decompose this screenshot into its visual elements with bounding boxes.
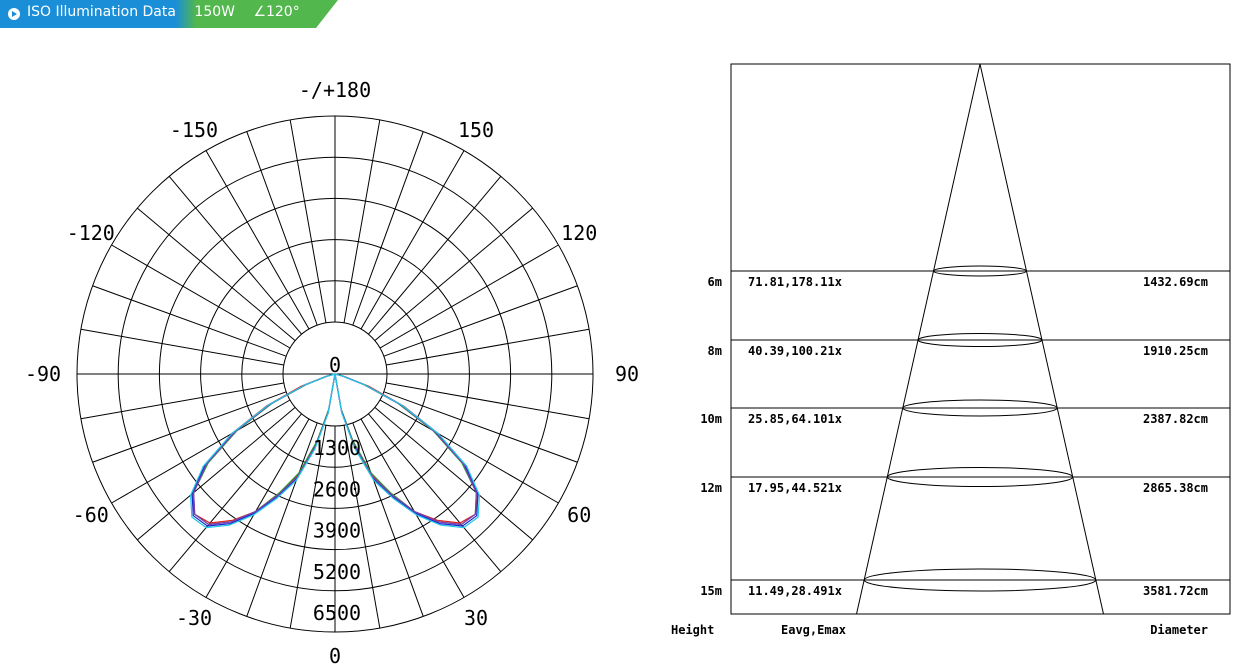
polar-angle-label: -90 — [25, 362, 61, 386]
polar-angle-label: -/+180 — [299, 78, 371, 102]
polar-angle-label: 120 — [561, 221, 597, 245]
polar-radial-tick-label: 2600 — [313, 477, 361, 501]
polar-grid-spoke — [111, 399, 291, 504]
cone-light-ellipse — [886, 467, 1074, 487]
polar-grid-spoke — [383, 285, 578, 357]
polar-series-curve-5 — [190, 373, 480, 529]
polar-grid-spoke — [379, 244, 559, 349]
header-title: ISO Illumination Data — [27, 4, 176, 20]
polar-grid-spoke — [92, 285, 287, 357]
polar-grid-spoke — [137, 207, 296, 341]
polar-grid-spoke — [352, 422, 424, 617]
cone-row-eavg-emax: 17.95,44.521x — [748, 481, 842, 495]
polar-angle-label: 0 — [329, 644, 341, 668]
polar-grid-spoke — [343, 119, 381, 323]
polar-radial-tick-label: 5200 — [313, 560, 361, 584]
polar-grid-spoke — [246, 422, 318, 617]
cone-row-diameter: 1910.25cm — [1143, 344, 1208, 358]
polar-grid-spoke — [80, 382, 284, 420]
cone-row-eavg-emax: 25.85,64.101x — [748, 412, 842, 426]
polar-angle-label: -30 — [176, 606, 212, 630]
polar-angle-label: 150 — [458, 118, 494, 142]
cone-row-height: 8m — [708, 344, 722, 358]
header-tab-background — [0, 0, 338, 28]
polar-grid-spoke — [374, 407, 533, 541]
cone-footer-diameter: Diameter — [1150, 623, 1208, 637]
polar-center-label: 0 — [329, 353, 341, 377]
cone-footer-eavg: Eavg,Emax — [781, 623, 846, 637]
cone-row-diameter: 2387.82cm — [1143, 412, 1208, 426]
cone-light-ellipse — [863, 568, 1097, 592]
cone-row-diameter: 3581.72cm — [1143, 584, 1208, 598]
header-title-group: ISO Illumination Data 150W ∠120° — [27, 4, 300, 20]
cone-row-eavg-emax: 71.81,178.11x — [748, 275, 842, 289]
cone-row-height: 10m — [700, 412, 722, 426]
cone-row-height: 6m — [708, 275, 722, 289]
polar-angle-label: -60 — [73, 503, 109, 527]
polar-grid-spoke — [360, 418, 465, 598]
polar-grid-spoke — [168, 413, 302, 572]
polar-grid-spoke — [352, 131, 424, 326]
header-tab: ISO Illumination Data 150W ∠120° — [0, 0, 338, 28]
polar-radial-tick-label: 3900 — [313, 519, 361, 543]
polar-grid-spoke — [137, 407, 296, 541]
polar-grid-spoke — [368, 176, 502, 335]
cone-row-eavg-emax: 11.49,28.491x — [748, 584, 842, 598]
polar-angle-label: -150 — [170, 118, 218, 142]
cone-frame — [730, 63, 1231, 615]
polar-grid-spoke — [379, 399, 559, 504]
polar-grid-spoke — [386, 328, 590, 366]
polar-grid-spoke — [368, 413, 502, 572]
cone-row-height: 15m — [700, 584, 722, 598]
polar-intensity-chart: -/+180 150 120 90 60 30 0 -30 -60 -90 -120 -150 0 130… — [25, 78, 639, 668]
cone-row-height: 12m — [700, 481, 722, 495]
cone-footer-height: Height — [671, 623, 714, 637]
polar-grid-spoke — [289, 119, 327, 323]
polar-grid-spoke — [246, 131, 318, 326]
cone-row-diameter: 1432.69cm — [1143, 275, 1208, 289]
polar-grid-spoke — [289, 425, 327, 629]
cone-light-ellipse — [933, 265, 1027, 277]
polar-grid-spoke — [360, 150, 465, 330]
cone-light-ellipse — [902, 399, 1058, 417]
polar-radial-tick-label: 1300 — [313, 436, 361, 460]
polar-grid-spoke — [111, 244, 291, 349]
polar-grid-spoke — [168, 176, 302, 335]
polar-grid-spoke — [383, 391, 578, 463]
polar-angle-label: 30 — [464, 606, 488, 630]
polar-grid-spoke — [205, 150, 310, 330]
polar-radial-tick-label: 6500 — [313, 601, 361, 625]
cone-light-ellipse — [917, 333, 1043, 347]
polar-grid-spoke — [80, 328, 284, 366]
polar-angle-label: 60 — [567, 503, 591, 527]
cone-row-diameter: 2865.38cm — [1143, 481, 1208, 495]
polar-grid-spoke — [386, 382, 590, 420]
polar-grid-spoke — [92, 391, 287, 463]
play-circle-icon — [8, 8, 20, 20]
header-power: 150W — [194, 4, 235, 20]
polar-grid-spoke — [374, 207, 533, 341]
polar-angle-label: 90 — [615, 362, 639, 386]
cone-row-eavg-emax: 40.39,100.21x — [748, 344, 842, 358]
polar-grid-spoke — [205, 418, 310, 598]
polar-angle-label: -120 — [67, 221, 115, 245]
header-beam-angle: ∠120° — [253, 4, 300, 20]
polar-grid-spoke — [343, 425, 381, 629]
